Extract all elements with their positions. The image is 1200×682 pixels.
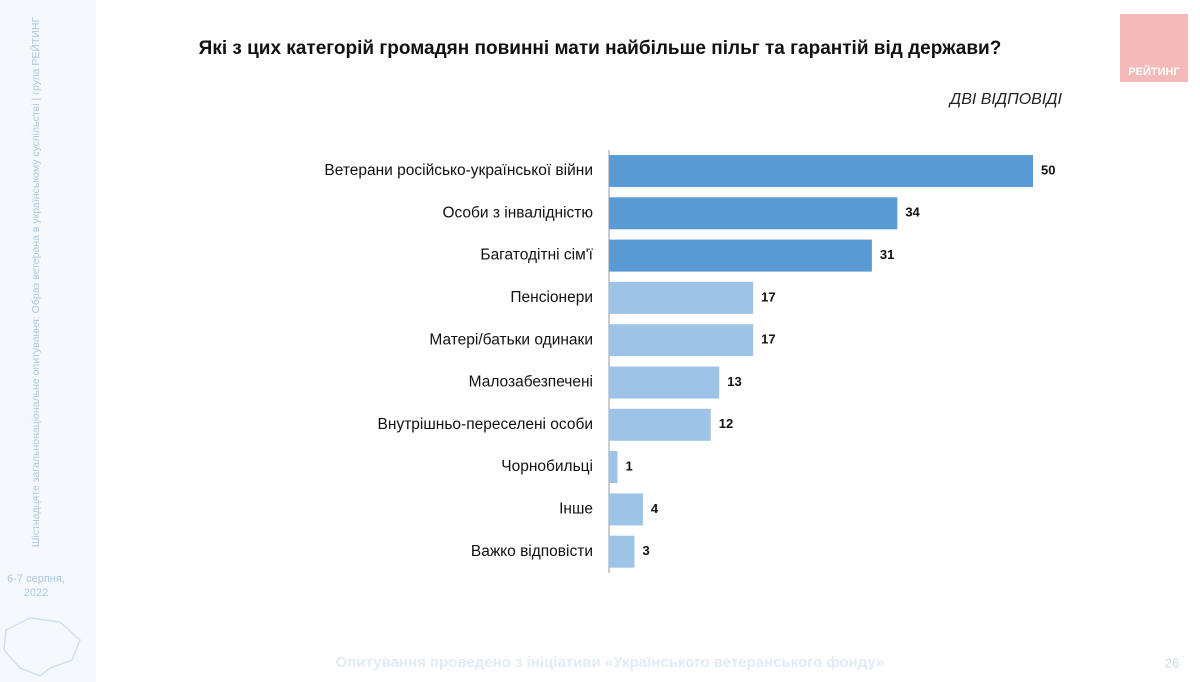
bar: [609, 155, 1033, 187]
sidebar-panel: [0, 0, 96, 682]
sidebar-text: Шістнадцяте загальнонаціональне опитуван…: [29, 17, 42, 548]
logo: [1120, 14, 1188, 82]
data-label: 34: [905, 205, 920, 220]
data-label: 1: [625, 459, 632, 474]
category-label: Важко відповісти: [471, 543, 593, 560]
footer: Опитування проведено з ініціативи «Украї…: [336, 654, 885, 671]
subtitle: ДВІ ВІДПОВІДІ: [948, 91, 1063, 108]
bar: [609, 281, 754, 314]
map-icon: [3, 617, 81, 677]
category-label: Матері/батьки одинаки: [429, 331, 593, 348]
chart-title: Які з цих категорій громадян повинні мат…: [199, 38, 1002, 59]
category-label: Внутрішньо-переселені особи: [378, 416, 593, 433]
bar: [609, 493, 643, 526]
data-label: 17: [761, 289, 775, 304]
date: 2022: [24, 587, 48, 599]
data-label: 17: [761, 332, 775, 347]
bar: [609, 408, 711, 441]
category-label: Малозабезпечені: [469, 374, 593, 391]
bar: [609, 535, 635, 568]
bar: [609, 451, 618, 484]
data-label: 12: [719, 416, 733, 431]
page-number: 26: [1165, 655, 1179, 670]
category-label: Інше: [559, 500, 593, 517]
category-label: Особи з інвалідністю: [442, 204, 593, 221]
category-label: Чорнобильці: [501, 458, 593, 475]
bar: [609, 239, 872, 272]
category-label: Багатодітні сім'ї: [480, 247, 593, 264]
bar: [609, 366, 720, 399]
data-label: 50: [1041, 162, 1055, 177]
date: 6-7 серпня,: [7, 573, 65, 585]
data-label: 3: [642, 543, 649, 558]
logo-text: РЕЙТИНГ: [1128, 65, 1180, 78]
bar: [609, 324, 754, 357]
bar: [609, 197, 898, 230]
data-label: 31: [880, 247, 894, 262]
category-label: Пенсіонери: [510, 289, 593, 306]
category-label: Ветерани російсько-української війни: [324, 162, 593, 179]
data-label: 4: [651, 501, 659, 516]
data-label: 13: [727, 374, 741, 389]
